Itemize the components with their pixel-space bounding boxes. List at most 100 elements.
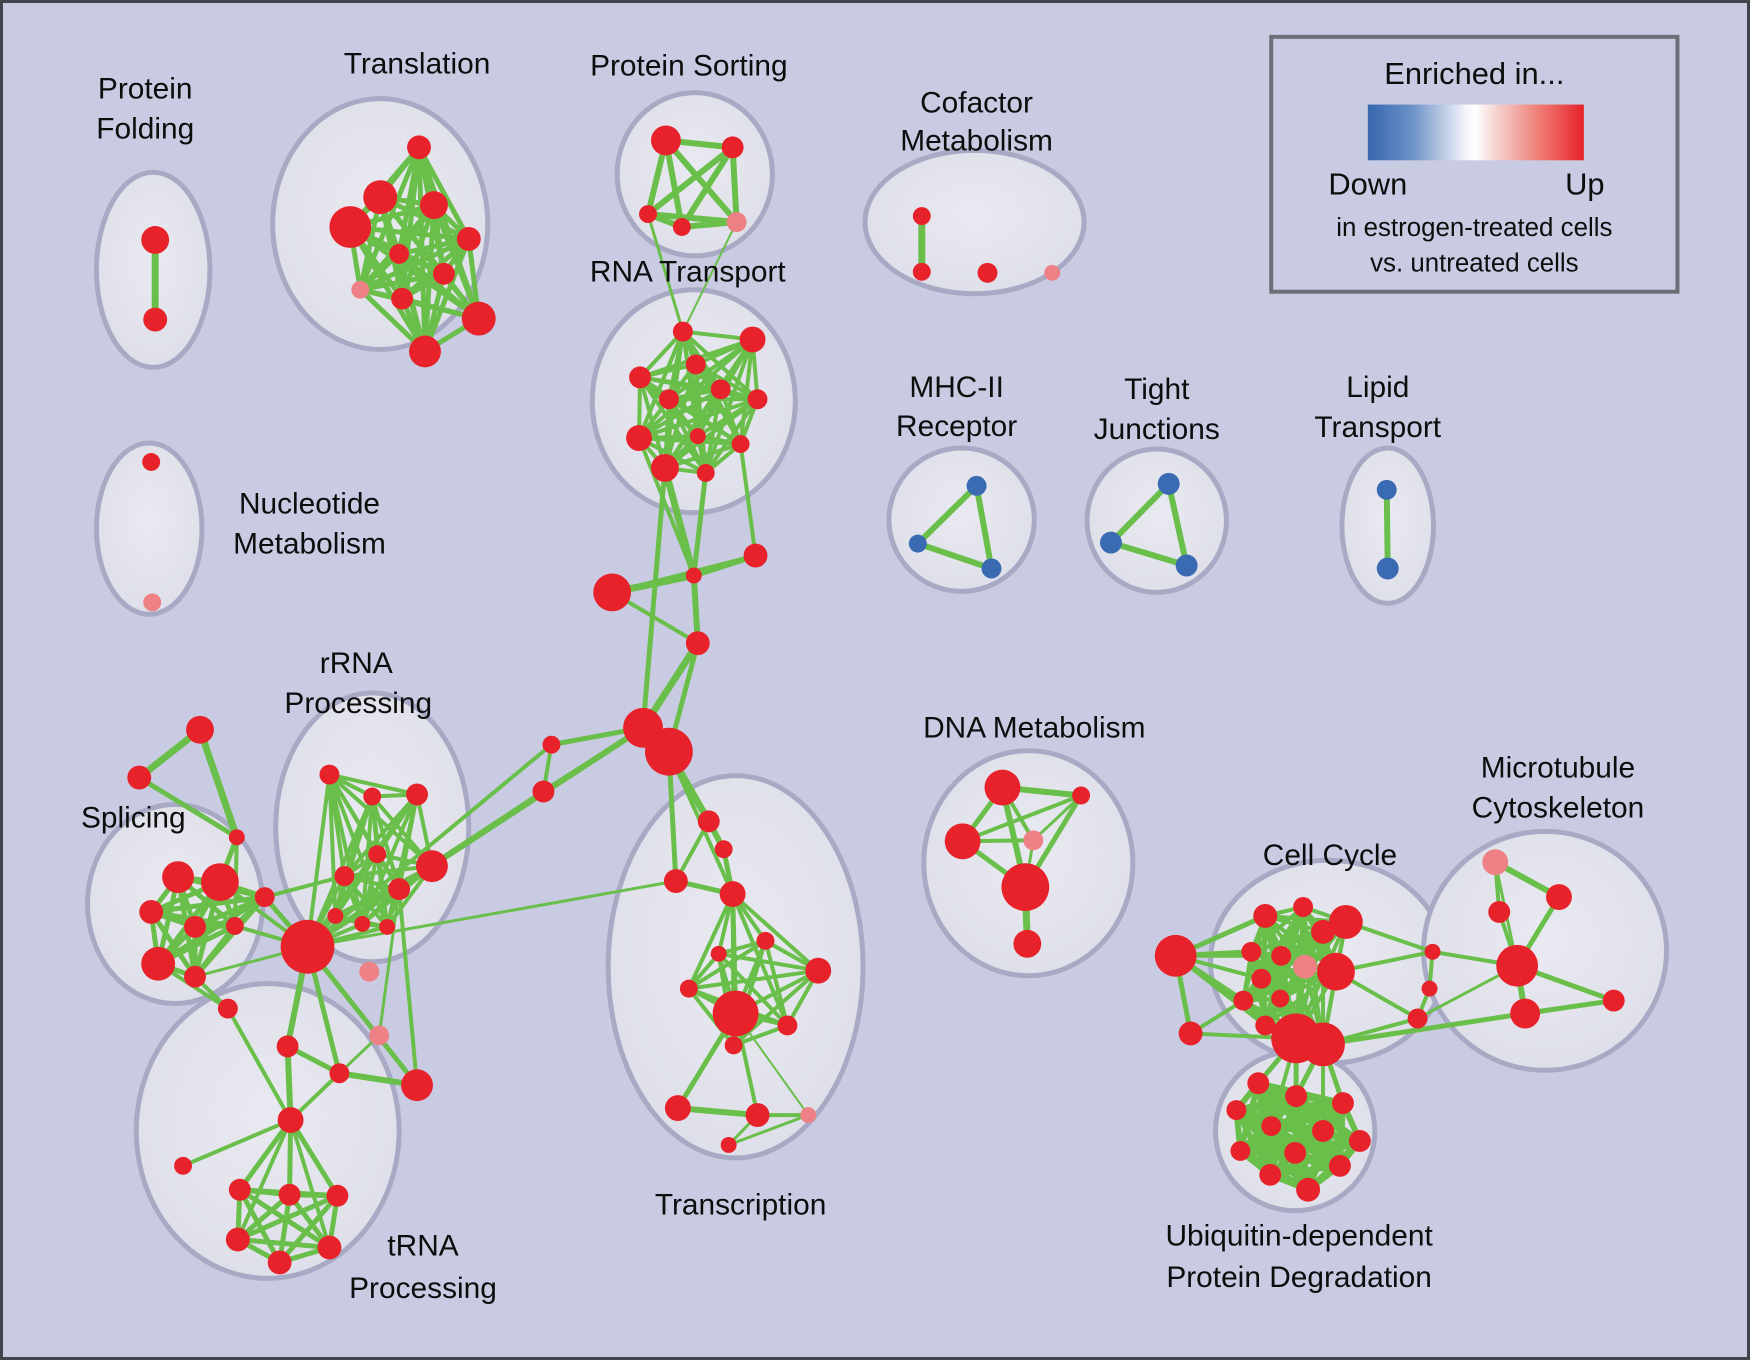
cluster-label-ubiquitin-degradation-line1: Protein Degradation [1166,1261,1432,1294]
network-edge [181,1118,293,1168]
network-node-rt11 [650,454,679,482]
network-node-rt10 [731,435,750,454]
network-edge [637,397,760,441]
network-node-tx3 [663,869,688,894]
network-node-cf2 [912,262,931,281]
network-node-cc3 [1311,919,1335,944]
legend-up-label: Up [1565,166,1604,201]
network-node-ps4 [672,218,691,236]
network-edge [235,1193,340,1243]
network-edge [327,772,420,797]
network-node-tr8 [351,280,370,299]
network-node-c1 [685,567,702,584]
network-node-sp1 [162,861,195,894]
network-edge [637,329,685,441]
network-edge [1320,1011,1528,1047]
network-node-rr2 [363,787,382,806]
cluster-label-microtubule-cytoskeleton-line1: Cytoskeleton [1472,791,1645,824]
cluster-label-trna-processing-line1: Processing [349,1272,497,1305]
cluster-label-nucleotide-metabolism-line0: Nucleotide [239,488,380,521]
network-edge [192,894,268,980]
network-node-tr10 [461,301,496,336]
network-node-cc5 [1241,941,1262,962]
network-node-sp2 [200,863,239,902]
network-node-rt2 [739,326,766,353]
network-node-tr4 [329,206,372,248]
network-node-tr5 [456,227,481,251]
network-node-tx10 [777,1015,798,1036]
legend-gradient-bar [1367,104,1584,161]
legend-box [1269,34,1680,294]
network-node-tr11 [409,335,441,368]
network-edge [640,465,668,731]
network-node-mh1 [966,475,987,496]
network-node-tn4 [326,1184,349,1207]
network-node-tn3 [278,1183,301,1206]
network-edge [1267,1162,1343,1178]
network-node-mt9 [1407,1008,1428,1029]
cluster-label-tight-junctions-line0: Tight [1124,373,1190,406]
network-node-ub6 [1312,1120,1334,1142]
nodes-layer [127,125,1625,1275]
network-node-sp3 [139,900,164,924]
network-node-tx13 [745,1103,770,1128]
network-edge [288,1118,332,1250]
network-node-cc4 [1328,905,1363,939]
network-node-dm2 [1072,786,1091,805]
network-edge [914,540,995,572]
network-node-cc12 [1255,1015,1276,1036]
network-node-ub7 [1348,1130,1371,1152]
network-node-cc1 [1253,904,1278,928]
network-node-mt7 [1424,943,1441,960]
network-node-mt3 [1488,901,1511,923]
network-edge [645,144,736,218]
network-edge [1165,480,1190,569]
network-node-mt6 [1602,989,1625,1012]
network-edge [960,793,1084,844]
network-edge [738,442,758,558]
network-edge [646,212,685,334]
network-node-mh3 [981,558,1002,579]
network-node-tj2 [1100,531,1122,554]
network-node-rt1 [672,321,693,342]
network-node-rr8 [354,915,371,932]
cluster-label-trna-processing-line0: tRNA [387,1229,458,1262]
network-edge [666,397,743,447]
network-node-tr7 [432,262,455,285]
network-node-tx6 [710,945,727,962]
network-edge [686,986,736,1048]
network-node-t2 [127,765,152,790]
network-node-tx8 [679,979,698,998]
network-edge [691,470,709,578]
network-edge [763,938,790,1028]
network-edge [288,1117,340,1199]
cluster-label-rrna-processing-line0: rRNA [320,647,393,680]
network-node-rr9 [379,918,396,935]
network-edge [327,772,365,926]
network-node-mh2 [908,534,927,553]
cluster-label-splicing-line0: Splicing [81,801,186,834]
cluster-ellipse-nucleotide-metabolism [93,440,205,617]
network-node-tr9 [391,287,414,310]
network-node-tj3 [1175,554,1198,577]
network-node-sp5 [225,916,244,935]
network-node-tr6 [389,243,410,264]
network-node-pf2 [143,307,168,332]
network-node-nm1 [142,453,161,471]
network-node-rt4 [629,366,651,389]
network-edge [674,1105,761,1119]
network-edge [661,464,698,579]
network-node-cc6 [1271,945,1292,966]
network-edge [1383,486,1391,572]
network-node-ub2 [1285,1085,1308,1108]
network-edge [727,1113,810,1147]
network-node-lt1 [1376,479,1397,500]
cluster-ellipse-tight-junctions [1084,446,1229,595]
network-node-c8 [532,780,555,803]
network-node-sp8 [254,887,275,907]
cluster-label-lipid-transport-line0: Lipid [1346,371,1409,404]
cluster-label-cofactor-metabolism-line0: Cofactor [920,86,1033,119]
network-node-tn6 [317,1235,342,1260]
network-node-rt3 [685,354,706,375]
